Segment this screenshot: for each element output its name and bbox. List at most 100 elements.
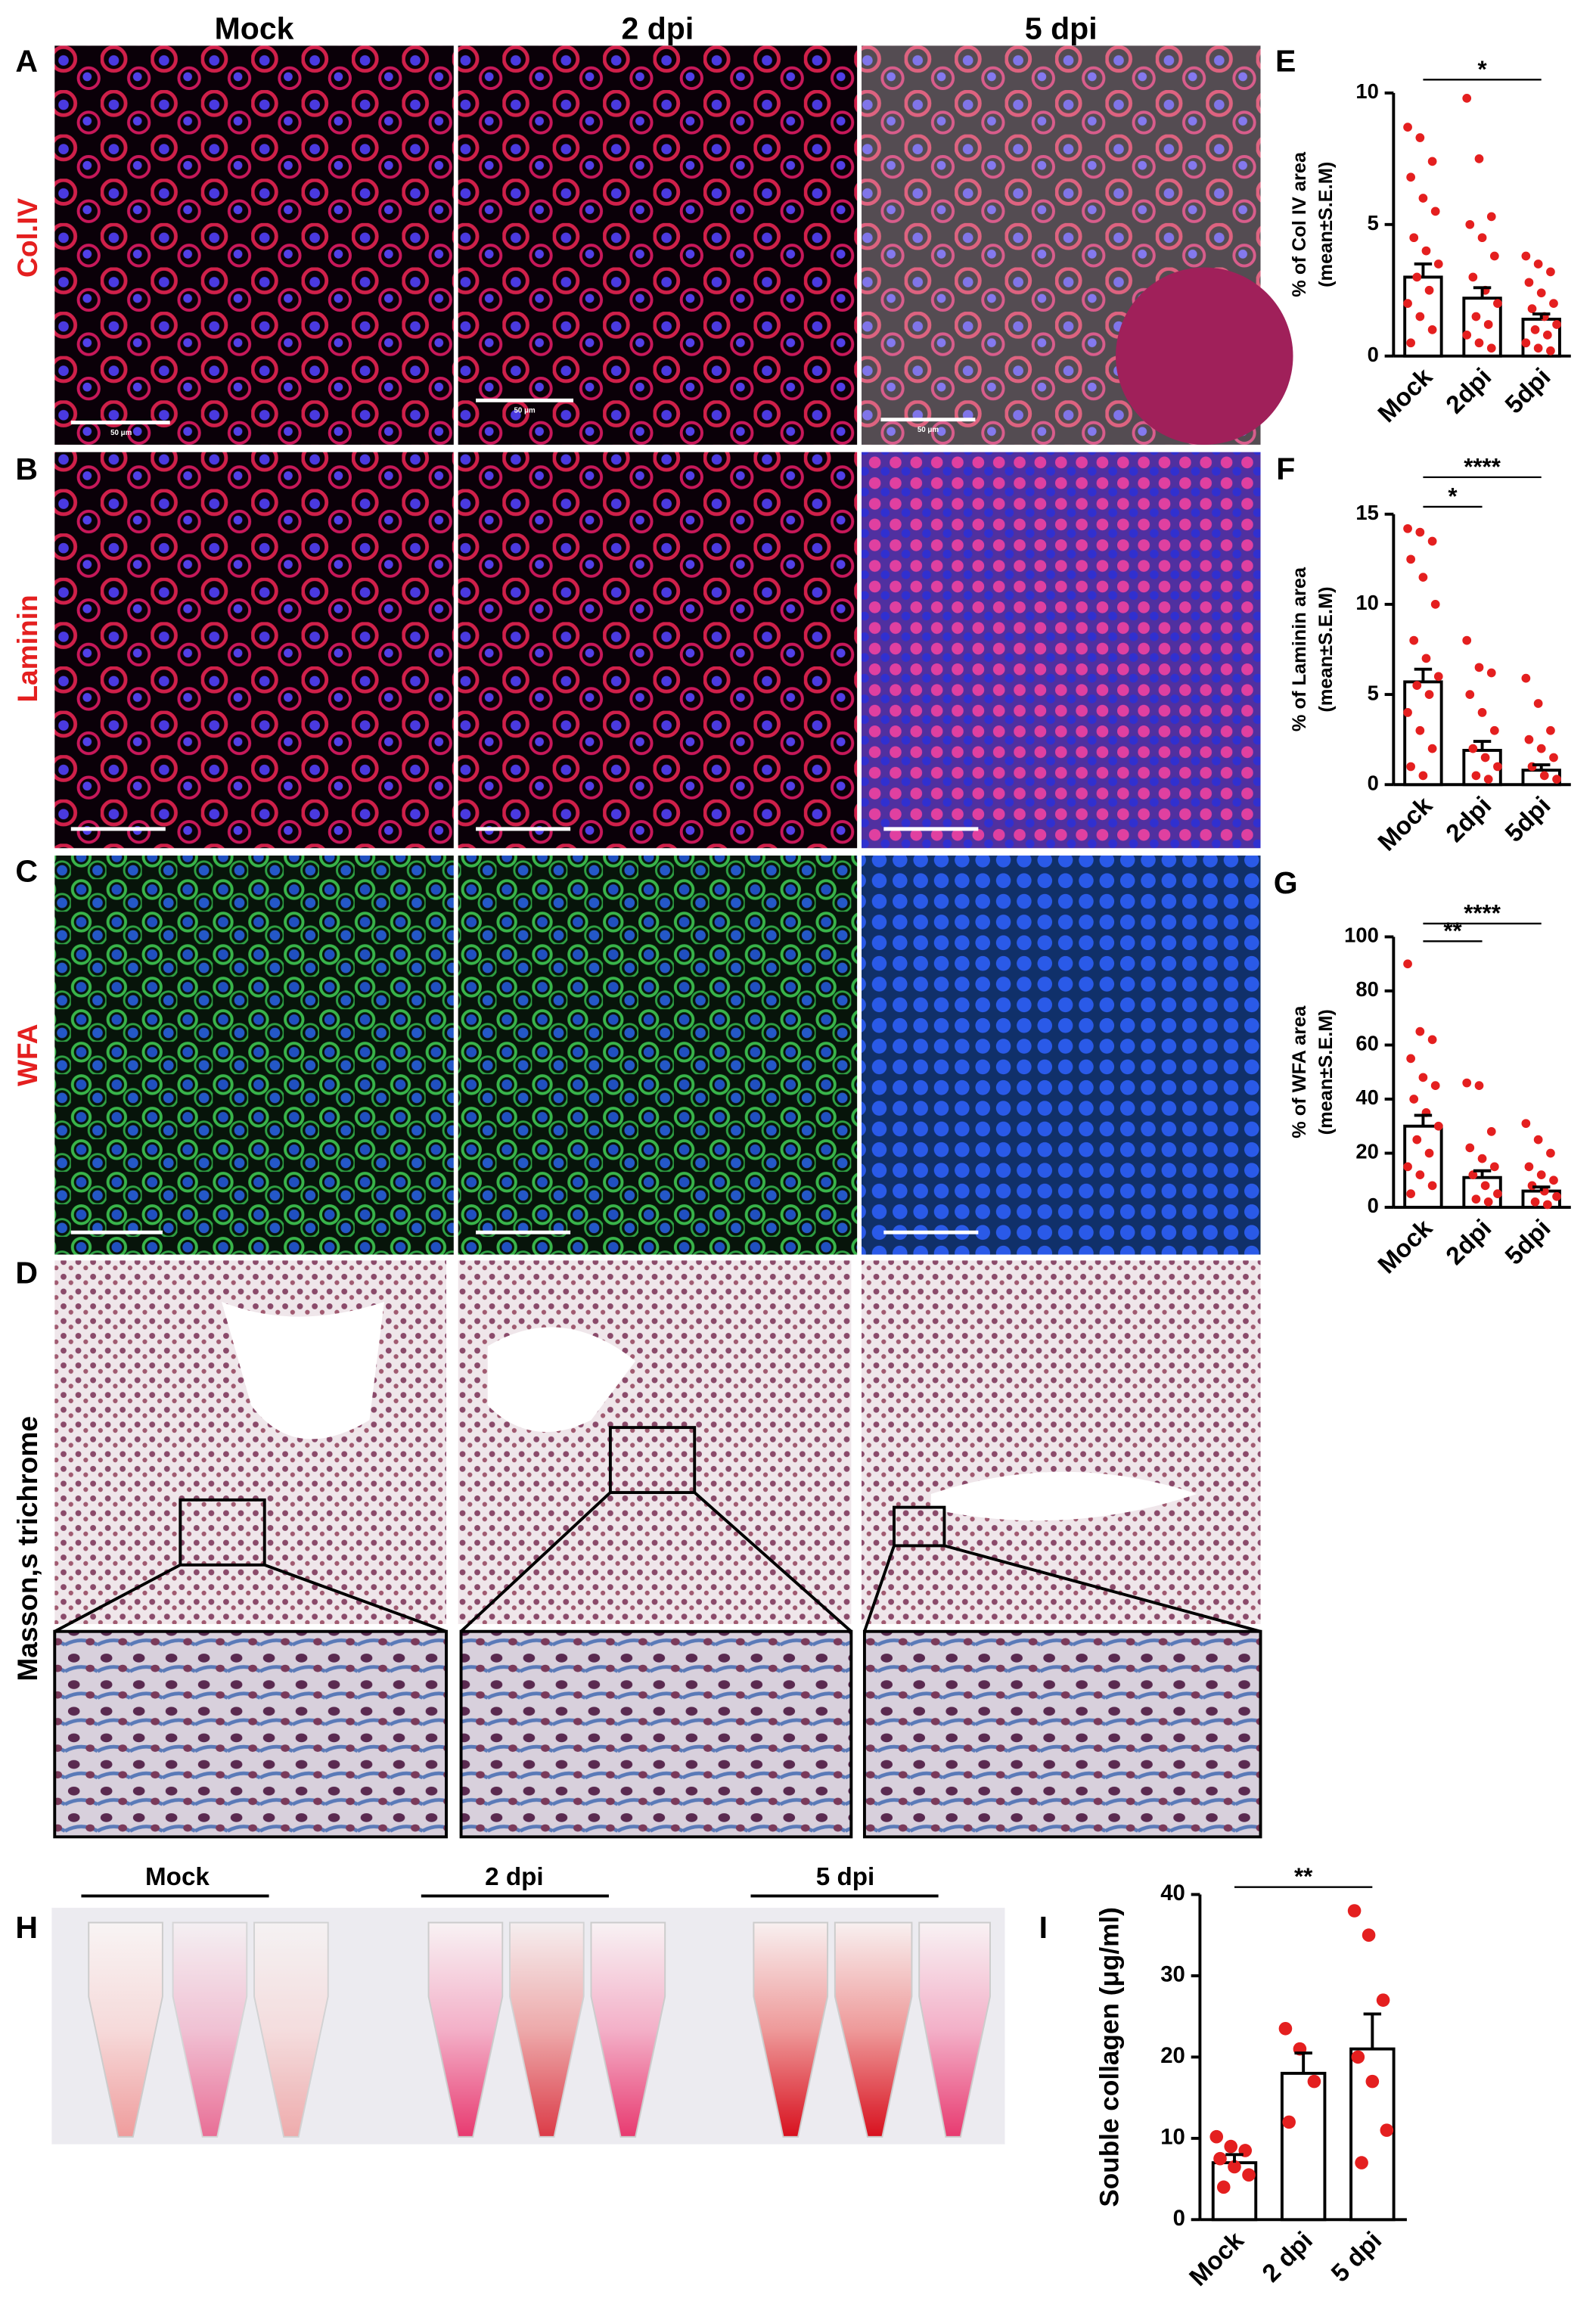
data-point bbox=[1536, 288, 1546, 298]
data-point bbox=[1549, 753, 1558, 762]
y-axis-label: % of Laminin area bbox=[1289, 567, 1310, 731]
data-point bbox=[1421, 246, 1431, 256]
data-point bbox=[1433, 259, 1443, 269]
data-point bbox=[1489, 251, 1499, 261]
data-point bbox=[1209, 2129, 1224, 2144]
x-tick-label: 5 dpi bbox=[1326, 2226, 1387, 2287]
data-point bbox=[1533, 1135, 1543, 1144]
data-point bbox=[1403, 523, 1412, 533]
inset bbox=[459, 1629, 853, 1839]
significance-label: **** bbox=[1464, 453, 1501, 480]
row-label: Col.IV bbox=[11, 198, 43, 278]
y-axis-label: Souble collagen (μg/ml) bbox=[1095, 1907, 1124, 2207]
data-point bbox=[1474, 663, 1484, 672]
inset bbox=[862, 1629, 1262, 1839]
data-point bbox=[1418, 194, 1428, 203]
data-point bbox=[1409, 1095, 1419, 1104]
data-point bbox=[1552, 775, 1561, 784]
x-tick-label: 5dpi bbox=[1500, 363, 1556, 419]
data-point bbox=[1486, 212, 1496, 222]
airway bbox=[222, 1302, 384, 1440]
row-label: WFA bbox=[11, 1024, 43, 1086]
data-point bbox=[1521, 251, 1531, 261]
data-point bbox=[1406, 1189, 1415, 1199]
data-point bbox=[1406, 1054, 1415, 1064]
y-tick-label: 0 bbox=[1368, 771, 1379, 794]
data-point bbox=[1415, 1170, 1425, 1179]
data-point bbox=[1406, 172, 1415, 182]
data-point bbox=[1462, 1078, 1472, 1088]
y-tick-label: 15 bbox=[1355, 501, 1378, 524]
data-point bbox=[1533, 343, 1543, 353]
data-point bbox=[1486, 343, 1496, 353]
data-point bbox=[1409, 233, 1419, 243]
data-point bbox=[1216, 2180, 1231, 2194]
x-tick-label: Mock bbox=[1373, 1214, 1439, 1280]
data-point bbox=[1430, 207, 1440, 216]
zoom-boxes bbox=[54, 1426, 1262, 1633]
data-point bbox=[1493, 762, 1502, 772]
data-point bbox=[1427, 325, 1437, 334]
data-point bbox=[1552, 1191, 1561, 1201]
error-bar bbox=[1532, 763, 1551, 771]
data-point bbox=[1427, 744, 1437, 753]
data-point bbox=[1415, 133, 1425, 142]
error-bar bbox=[1414, 667, 1433, 682]
data-point bbox=[1524, 278, 1534, 287]
data-point bbox=[1415, 527, 1425, 537]
data-point bbox=[1521, 1119, 1531, 1129]
data-point bbox=[1433, 1121, 1443, 1131]
x-tick-label: Mock bbox=[1373, 791, 1439, 857]
data-point bbox=[1424, 285, 1434, 295]
data-point bbox=[1480, 753, 1490, 762]
y-tick-label: 10 bbox=[1355, 591, 1378, 614]
x-tick-label: Mock bbox=[1184, 2226, 1250, 2292]
y-tick-label: 40 bbox=[1160, 1881, 1185, 1905]
data-point bbox=[1362, 1928, 1376, 1943]
data-point bbox=[1421, 654, 1431, 663]
y-axis-label: (mean±S.E.M) bbox=[1315, 1009, 1337, 1135]
data-point bbox=[1307, 2074, 1321, 2089]
y-tick-label: 30 bbox=[1160, 1962, 1185, 1987]
data-point bbox=[1530, 1197, 1540, 1207]
image bbox=[54, 45, 454, 445]
tube-photo: Mock 2 dpi 5 dpi bbox=[51, 1863, 1005, 2145]
data-point bbox=[1465, 1143, 1475, 1153]
x-tick-label: 5dpi bbox=[1500, 1214, 1556, 1270]
error-bar bbox=[1363, 2012, 1382, 2049]
data-point bbox=[1546, 1148, 1555, 1158]
data-point bbox=[1533, 259, 1543, 269]
data-point bbox=[1415, 1026, 1425, 1036]
data-point bbox=[1351, 2050, 1365, 2064]
data-point bbox=[1468, 744, 1478, 753]
data-point bbox=[1521, 673, 1531, 683]
data-point bbox=[1403, 1162, 1412, 1172]
y-tick-label: 40 bbox=[1355, 1085, 1378, 1109]
data-point bbox=[1477, 1154, 1487, 1163]
panel-label: E bbox=[1275, 44, 1296, 79]
image-detail bbox=[1116, 267, 1293, 445]
data-point bbox=[1427, 536, 1437, 546]
scale-label: 50 μm bbox=[110, 429, 132, 437]
data-point bbox=[1530, 325, 1540, 334]
panel-label: H bbox=[15, 1910, 38, 1945]
panel-label: D bbox=[15, 1256, 38, 1290]
data-point bbox=[1477, 708, 1487, 717]
error-bar bbox=[1473, 286, 1492, 299]
data-point bbox=[1539, 771, 1549, 781]
error-bar bbox=[1414, 1113, 1433, 1126]
group-label: 2 dpi bbox=[485, 1863, 543, 1891]
data-point bbox=[1403, 299, 1412, 308]
row-label: Laminin bbox=[11, 595, 43, 702]
data-point bbox=[1533, 699, 1543, 708]
data-point bbox=[1480, 1181, 1490, 1191]
data-point bbox=[1433, 672, 1443, 682]
x-tick-label: Mock bbox=[1373, 362, 1439, 428]
error-bar bbox=[1532, 312, 1551, 319]
data-point bbox=[1282, 2115, 1296, 2129]
column-header: 5 dpi bbox=[1025, 11, 1098, 46]
data-point bbox=[1549, 299, 1558, 308]
trichrome bbox=[53, 1260, 1262, 1839]
data-point bbox=[1462, 94, 1472, 103]
data-point bbox=[1483, 775, 1493, 784]
